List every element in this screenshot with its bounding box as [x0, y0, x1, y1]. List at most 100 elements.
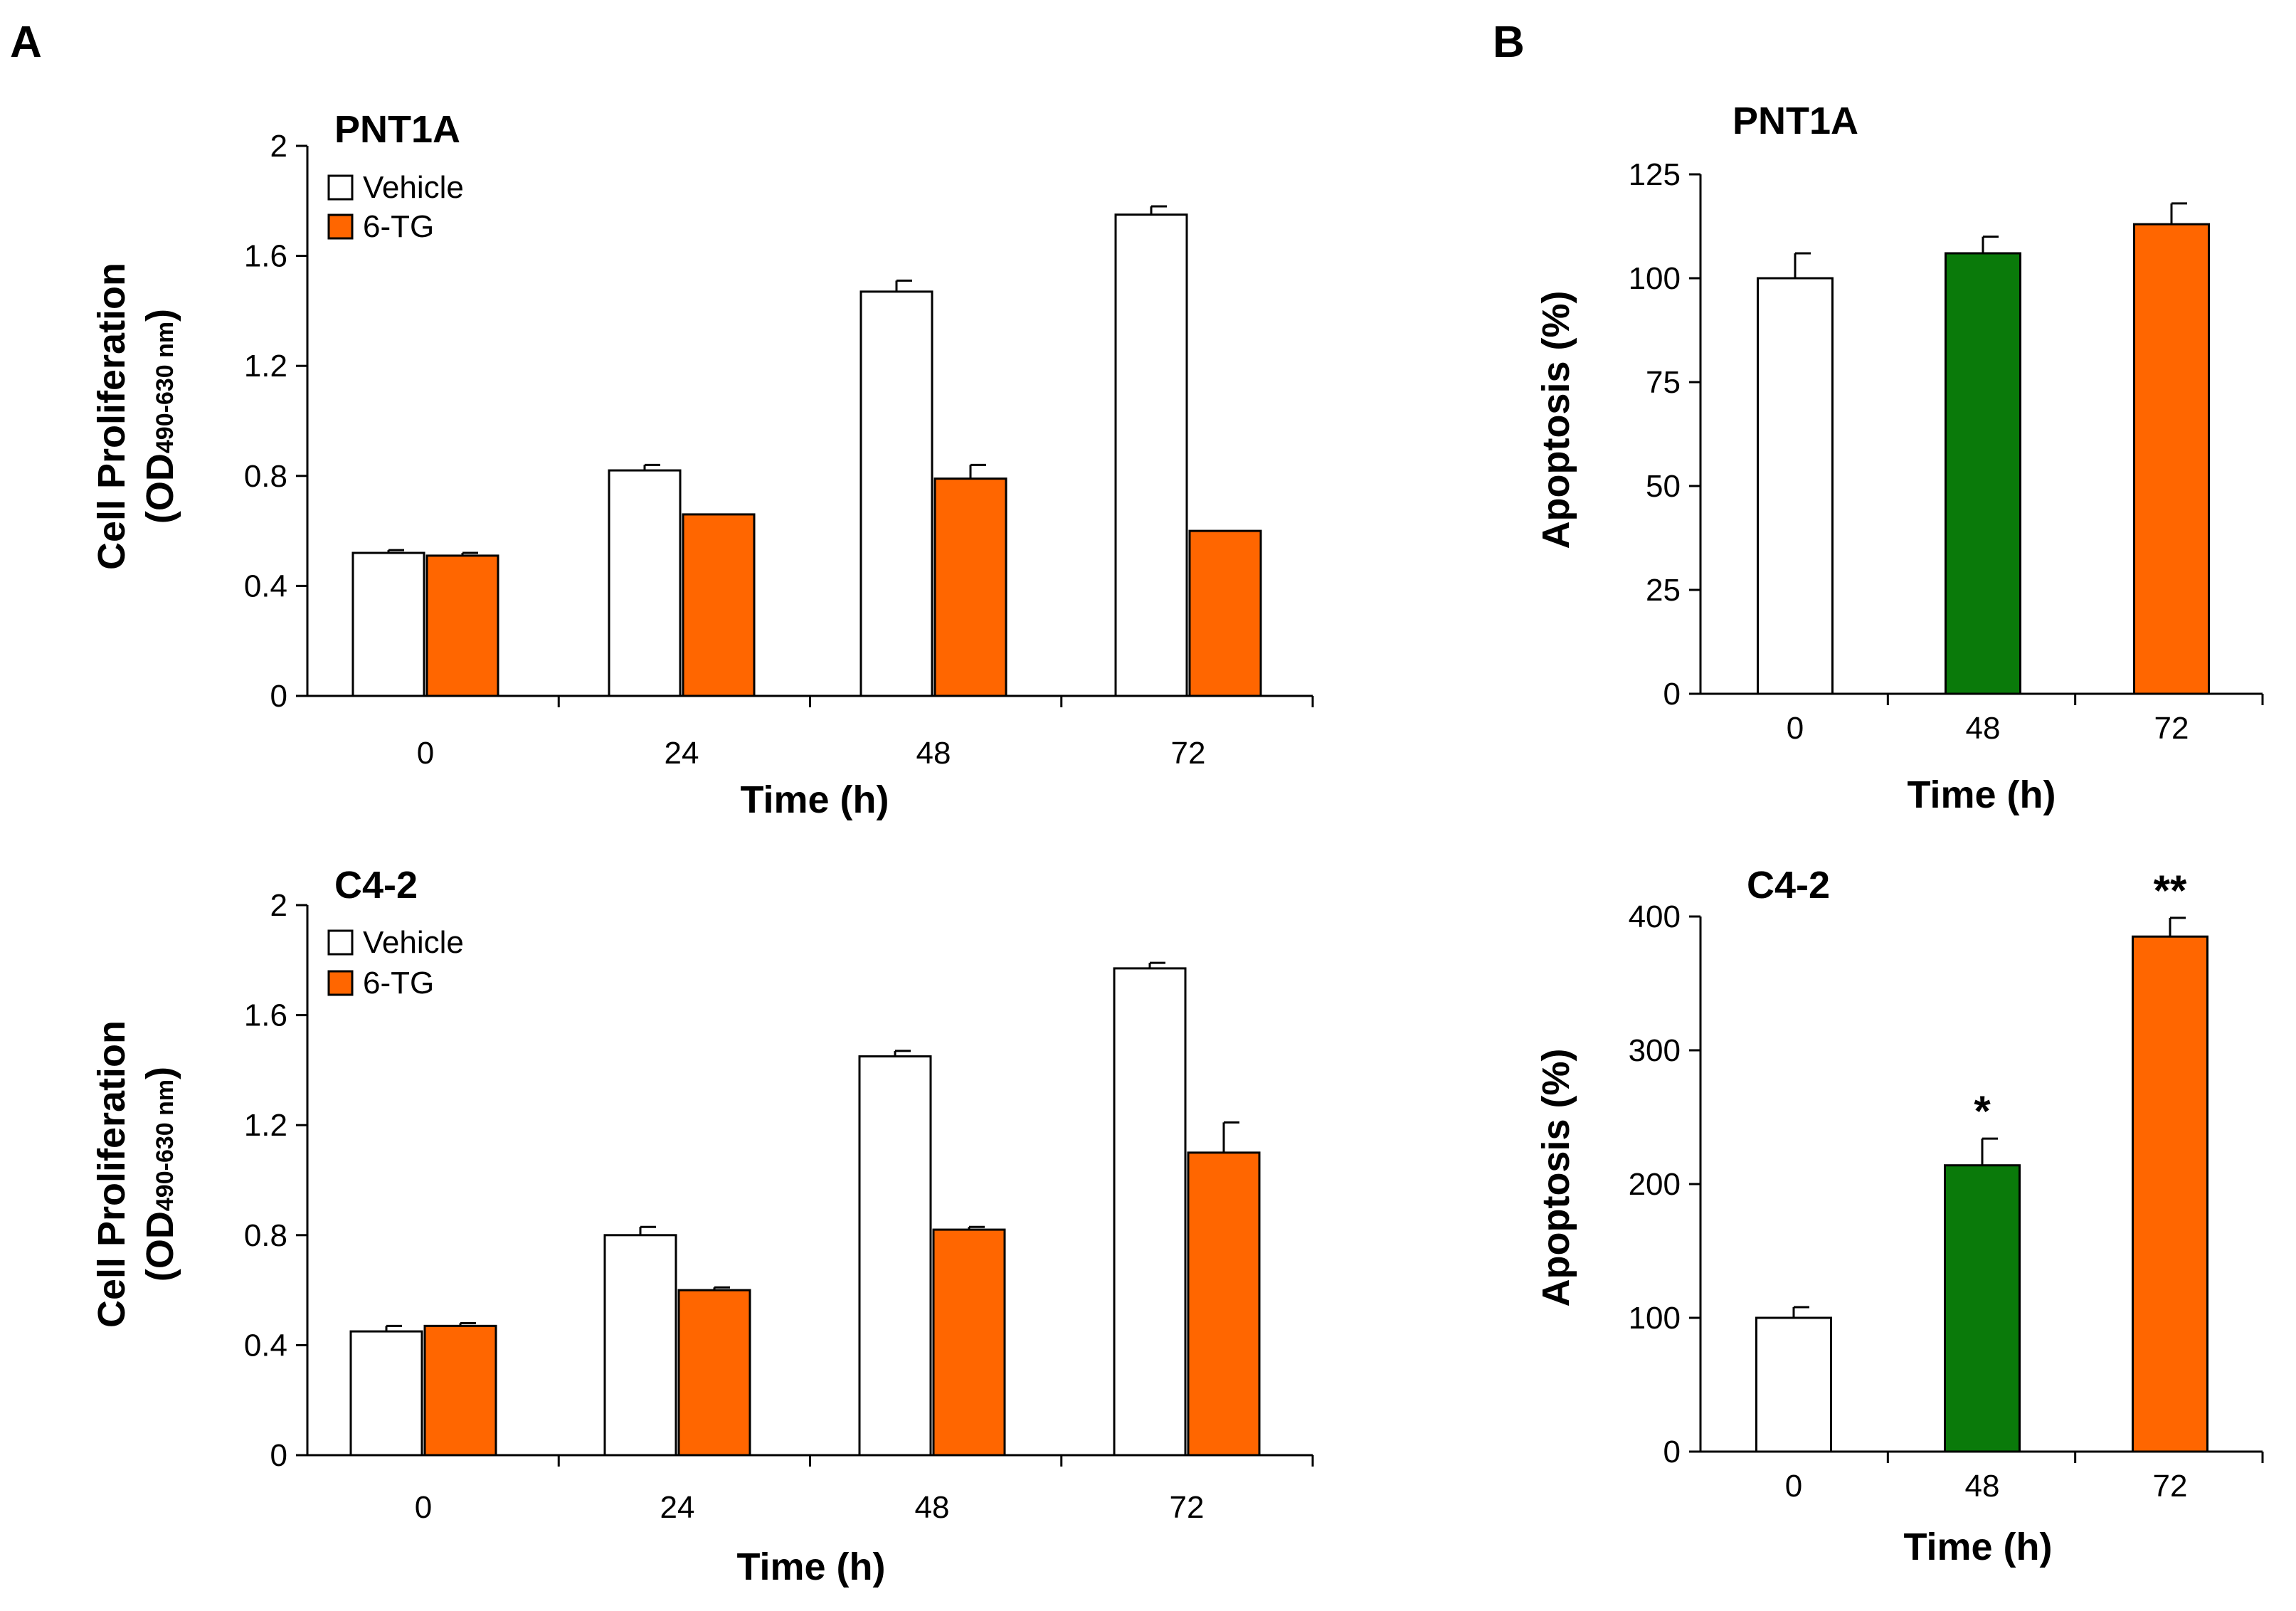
bar	[2133, 223, 2210, 695]
bar	[2132, 935, 2208, 1453]
legend-label-6tg: 6-TG	[363, 966, 434, 1000]
x-tick-label: 48	[916, 736, 951, 771]
y-unit-open: (OD	[139, 1211, 181, 1282]
y-axis-title: Cell Proliferation (OD490-630 nm)	[90, 1020, 181, 1328]
y-tick-label: 1.6	[244, 239, 287, 274]
bar	[1755, 1316, 1832, 1453]
legend-label-6tg: 6-TG	[363, 209, 434, 244]
x-tick-label: 72	[2154, 711, 2189, 746]
y-tick-label: 0.4	[244, 569, 287, 603]
panel-letter-b: B	[1493, 18, 1525, 67]
chart-title: C4-2	[334, 864, 418, 907]
bar-6tg	[1187, 1151, 1261, 1457]
y-tick-label: 400	[1629, 899, 1681, 934]
y-tick-label: 0.8	[244, 459, 287, 494]
bar-vehicle	[351, 551, 425, 697]
bar-6tg	[682, 513, 756, 697]
y-unit-open: (OD	[139, 453, 181, 524]
bar-vehicle	[1113, 967, 1187, 1457]
y-tick-label: 200	[1629, 1167, 1681, 1202]
legend: Vehicle 6-TG	[327, 170, 464, 244]
y-axis-title: Apoptosis (%)	[1535, 291, 1577, 549]
y-unit-close: )	[139, 309, 181, 322]
y-axis-title: Cell Proliferation (OD490-630 nm)	[90, 263, 181, 570]
bar-6tg	[425, 554, 499, 697]
y-tick-label: 100	[1629, 261, 1681, 296]
y-axis-unit: (OD490-630 nm)	[139, 1067, 181, 1282]
x-tick-label: 0	[1785, 1469, 1802, 1504]
legend-swatch-6tg	[327, 213, 354, 240]
y-tick-label: 25	[1646, 573, 1681, 608]
chart-a-c42: C4-2 Cell Proliferation (OD490-630 nm) T…	[90, 864, 1314, 1588]
y-tick-label: 2	[270, 888, 287, 923]
bar-6tg	[423, 1324, 497, 1457]
y-axis-label: Cell Proliferation	[90, 1020, 133, 1328]
x-tick-label: 24	[665, 736, 699, 771]
chart-title: PNT1A	[1732, 100, 1858, 142]
legend-label-vehicle: Vehicle	[363, 925, 464, 960]
x-tick-label: 48	[915, 1490, 950, 1525]
legend-swatch-vehicle	[327, 174, 354, 201]
x-axis-title: Time (h)	[736, 1546, 885, 1588]
y-tick-label: 1.2	[244, 1108, 287, 1143]
chart-title: C4-2	[1747, 864, 1830, 907]
x-tick-label: 0	[1787, 711, 1804, 746]
x-tick-label: 48	[1965, 1469, 2000, 1504]
bar-vehicle	[858, 1055, 932, 1457]
legend: Vehicle 6-TG	[327, 925, 464, 1000]
chart-b-c42: C4-2 Apoptosis (%) Time (h) 0 100 200 300 40…	[1535, 864, 2264, 1568]
bar-vehicle	[603, 1234, 677, 1457]
bar-vehicle	[859, 290, 933, 697]
chart-a-pnt1a: PNT1A Cell Proliferation (OD490-630 nm) …	[90, 108, 1314, 821]
y-tick-label: 50	[1646, 469, 1681, 504]
y-axis-unit: (OD490-630 nm)	[139, 309, 181, 524]
y-tick-label: 0	[1663, 677, 1681, 712]
legend-swatch-6tg	[327, 970, 354, 996]
x-tick-label: 48	[1966, 711, 2001, 746]
y-tick-label: 1.2	[244, 349, 287, 384]
x-axis-title: Time (h)	[1903, 1526, 2052, 1568]
y-unit-close: )	[139, 1067, 181, 1079]
x-tick-label: 0	[415, 1490, 432, 1525]
significance-marker: **	[2154, 867, 2187, 914]
y-axis-title: Apoptosis (%)	[1535, 1049, 1577, 1307]
chart-b-pnt1a: PNT1A Apoptosis (%) Time (h) 0 25 50 75 100 1…	[1535, 100, 2264, 816]
bar-vehicle	[608, 469, 682, 697]
bar-6tg	[1188, 529, 1262, 697]
bar-vehicle	[349, 1330, 423, 1457]
y-unit-sub: 490-630 nm	[152, 322, 179, 453]
bar	[1944, 1164, 2021, 1453]
significance-marker: *	[1974, 1087, 1991, 1135]
x-tick-label: 72	[2153, 1469, 2188, 1504]
bar	[1945, 252, 2021, 695]
y-tick-label: 0	[270, 679, 287, 714]
bar-vehicle	[1114, 213, 1188, 697]
panel-letter-a: A	[10, 18, 42, 67]
bar-6tg	[933, 477, 1007, 697]
legend-swatch-vehicle	[327, 929, 354, 956]
y-unit-sub: 490-630 nm	[152, 1079, 179, 1211]
y-tick-label: 2	[270, 129, 287, 164]
legend-label-vehicle: Vehicle	[363, 170, 464, 205]
y-tick-label: 0.8	[244, 1218, 287, 1253]
y-tick-label: 0	[270, 1438, 287, 1473]
x-tick-label: 24	[660, 1490, 695, 1525]
y-tick-label: 300	[1629, 1033, 1681, 1068]
x-axis-title: Time (h)	[1907, 773, 2056, 816]
y-tick-label: 75	[1646, 365, 1681, 400]
chart-title: PNT1A	[334, 108, 460, 151]
bar	[1757, 277, 1834, 695]
y-tick-label: 0	[1663, 1435, 1681, 1469]
y-tick-label: 125	[1629, 157, 1681, 192]
bar-6tg	[932, 1228, 1006, 1457]
bar-6tg	[677, 1289, 751, 1457]
y-tick-label: 0.4	[244, 1328, 287, 1363]
y-axis-label: Cell Proliferation	[90, 263, 133, 570]
y-tick-label: 100	[1629, 1301, 1681, 1336]
x-tick-label: 72	[1171, 736, 1206, 771]
x-axis-title: Time (h)	[740, 778, 889, 821]
y-tick-label: 1.6	[244, 998, 287, 1033]
x-tick-label: 0	[417, 736, 434, 771]
x-tick-label: 72	[1170, 1490, 1205, 1525]
